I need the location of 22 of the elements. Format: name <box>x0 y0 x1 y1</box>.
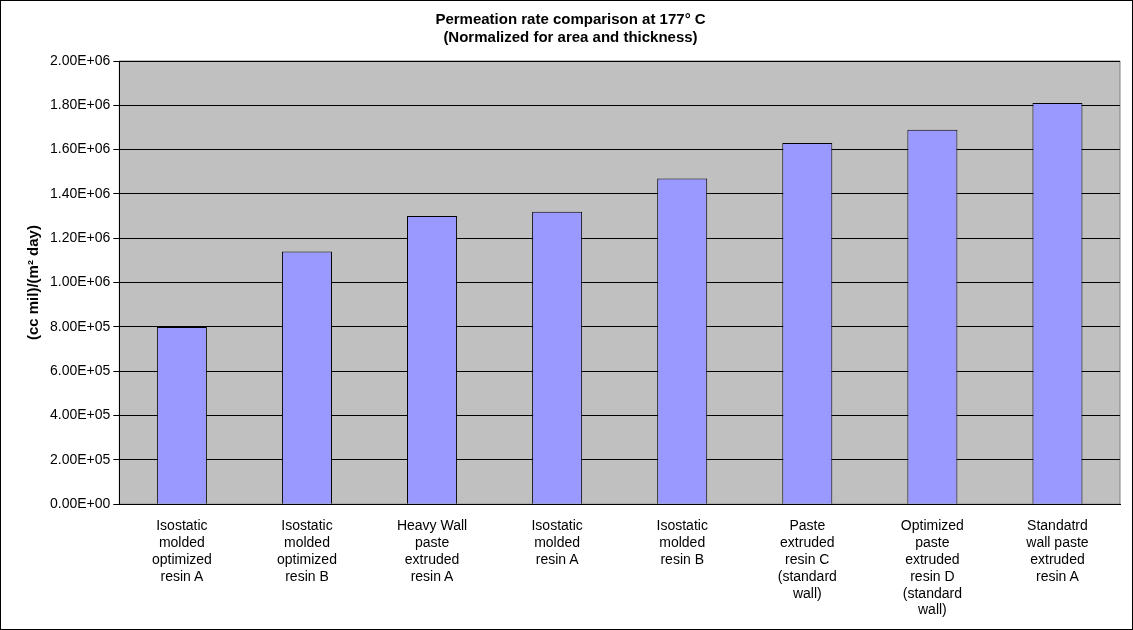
y-tick-label: 4.00E+05 <box>49 406 111 423</box>
x-tick-label: Isostatic molded optimized resin B <box>277 517 337 584</box>
y-tick-label: 1.80E+06 <box>49 96 111 113</box>
y-tick-label: 6.00E+05 <box>49 362 111 379</box>
x-tick-label: Isostatic molded resin B <box>656 517 708 568</box>
x-tick-label: Heavy Wall paste extruded resin A <box>396 517 468 584</box>
chart-title: Permeation rate comparison at 177° C <box>435 10 706 28</box>
x-tick-label: Isostatic molded resin A <box>531 517 583 568</box>
y-tick-label: 1.20E+06 <box>49 229 111 246</box>
y-tick-label: 2.00E+05 <box>49 450 111 467</box>
y-tick-label: 1.60E+06 <box>49 140 111 157</box>
x-tick-label: Isostatic molded optimized resin A <box>151 517 212 584</box>
x-tick-label: Paste extruded resin C (standard wall) <box>777 517 837 601</box>
y-tick-label: 0.00E+00 <box>49 495 111 512</box>
y-tick-label: 1.40E+06 <box>49 184 111 201</box>
chart-subtitle: (Normalized for area and thickness) <box>443 28 698 46</box>
y-tick-label: 2.00E+06 <box>49 51 111 68</box>
y-tick-label: 8.00E+05 <box>49 317 111 334</box>
y-axis-title: (cc mil)/(m² day) <box>24 225 42 341</box>
x-tick-label: Optimized paste extruded resin D (standard wall) <box>900 517 964 618</box>
y-tick-label: 1.00E+06 <box>49 273 111 290</box>
x-tick-label: Standatrd wall paste extruded resin A <box>1025 517 1089 584</box>
